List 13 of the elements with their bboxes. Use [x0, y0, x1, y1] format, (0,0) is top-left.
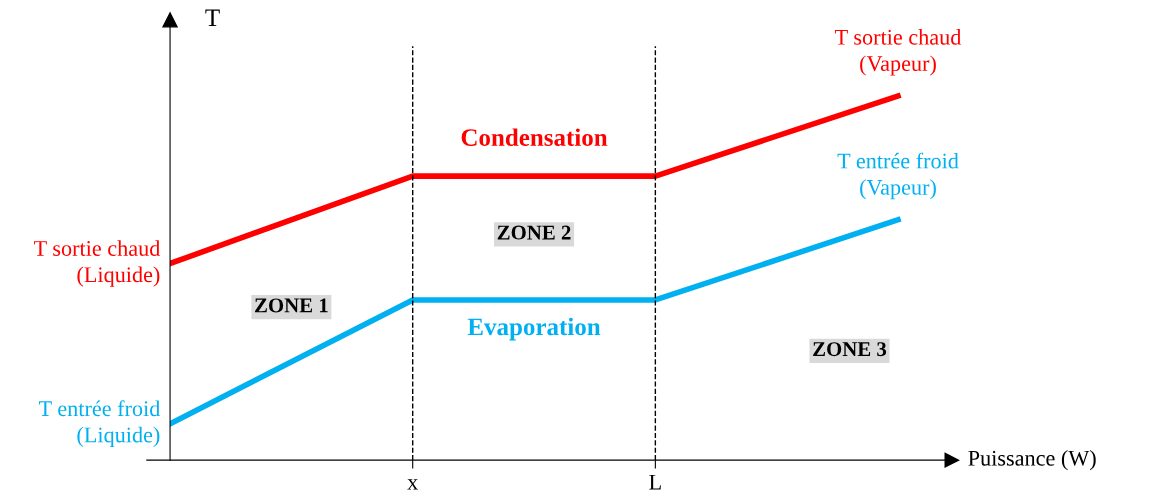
annotation: T entrée froid (Liquide) [38, 400, 161, 447]
annotation: T entrée froid (Vapeur) [837, 152, 959, 200]
annotation: ZONE 3 [813, 342, 887, 357]
series-label: Condensation [461, 128, 608, 146]
annotation: ZONE 1 [255, 298, 328, 313]
text: T sortie chaud (Vapeur) [835, 29, 962, 76]
annotation: ZONE 2 [497, 225, 571, 240]
annotation: T sortie chaud (Liquide) [34, 240, 161, 287]
y-axis-title: T [205, 9, 220, 26]
x-tick-label: x [407, 479, 418, 490]
series-label: Evaporation [467, 317, 601, 341]
x-axis-title: Puissance (W) [968, 450, 1096, 471]
x-tick-label: L [649, 474, 661, 490]
